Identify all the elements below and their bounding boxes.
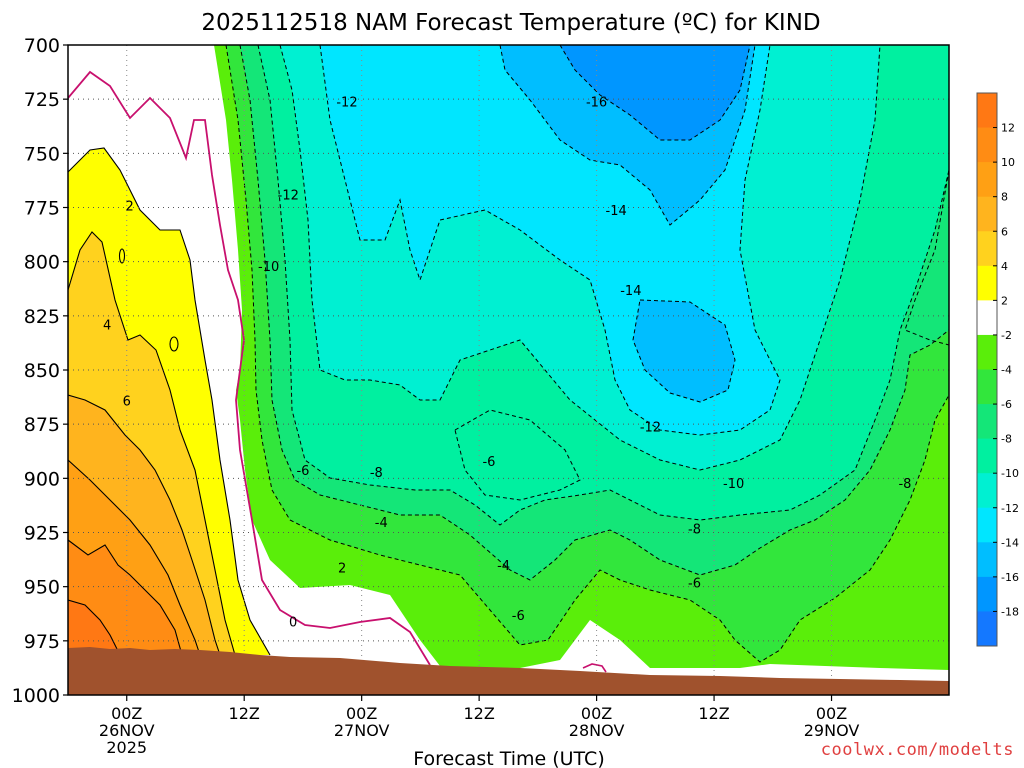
- colorbar-tick-label: -6: [1001, 398, 1012, 411]
- contour-label: -6: [482, 455, 495, 470]
- colorbar-tick-label: 12: [1001, 122, 1015, 135]
- colorbar-tick-label: -18: [1001, 605, 1019, 618]
- y-tick-label: 850: [24, 360, 60, 382]
- colorbar-tick-label: -4: [1001, 364, 1012, 377]
- x-tick-label: 28NOV: [569, 721, 625, 740]
- contour-label: 4: [103, 319, 111, 334]
- y-tick-label: 1000: [12, 685, 60, 707]
- contour-label: -8: [370, 466, 383, 481]
- band-minus16: [560, 45, 750, 140]
- x-axis-title: Forecast Time (UTC): [413, 748, 604, 768]
- colorbar-bin: [977, 231, 997, 267]
- colorbar: 12 10 8 6 4 2 -2 -4 -6 -8 -10 -12 -14 -16 -18: [976, 92, 1019, 647]
- colorbar-bin: [977, 507, 997, 543]
- x-tick-label: 00Z: [111, 704, 142, 723]
- colorbar-tick-label: -8: [1001, 433, 1012, 446]
- colorbar-bin: [977, 438, 997, 474]
- x-tick-label: 29NOV: [804, 721, 860, 740]
- contour-labels: -12 -16 -12 2 -14 -10 -14 4 6 -12 -6 -6 -8 -10 -8 -4 -8 2…: [103, 96, 911, 631]
- y-tick-label: 875: [24, 414, 60, 436]
- contour-label: 2: [338, 561, 346, 576]
- contour-label: -6: [688, 577, 701, 592]
- x-tick-label: 00Z: [816, 704, 847, 723]
- colorbar-bin: [977, 542, 997, 578]
- ground-surface: [68, 647, 949, 695]
- contour-label: 2: [126, 200, 134, 215]
- colorbar-bin: [977, 404, 997, 440]
- y-tick-label: 775: [24, 198, 60, 220]
- y-tick-label: 725: [24, 89, 60, 111]
- x-tick-label: 12Z: [698, 704, 729, 723]
- x-tick-label: 00Z: [581, 704, 612, 723]
- colorbar-tick-label: -2: [1001, 329, 1012, 342]
- contour-label: -14: [606, 204, 627, 219]
- contour-label: -4: [375, 516, 388, 531]
- plot-area: -12 -16 -12 2 -14 -10 -14 4 6 -12 -6 -6 -8 -10 -8 -4 -8 2…: [68, 45, 949, 695]
- contour-label: 0: [289, 616, 297, 631]
- contour-label: -12: [336, 96, 357, 111]
- y-tick-label: 925: [24, 523, 60, 545]
- x-tick-label: 2025: [106, 738, 147, 757]
- colorbar-bin: [977, 162, 997, 198]
- contour-label: -14: [620, 284, 641, 299]
- colorbar-bin: [977, 196, 997, 232]
- x-tick-label: 12Z: [229, 704, 260, 723]
- colorbar-tick-label: -10: [1001, 467, 1019, 480]
- x-tick-label: 26NOV: [99, 721, 155, 740]
- y-tick-label: 950: [24, 577, 60, 599]
- colorbar-tick-label: 8: [1001, 191, 1008, 204]
- colorbar-bin: [977, 265, 997, 301]
- colorbar-bin: [977, 127, 997, 163]
- contour-label: 6: [123, 395, 131, 410]
- contour-label: -8: [898, 477, 911, 492]
- y-tick-label: 700: [24, 35, 60, 57]
- contour-label: -16: [586, 96, 607, 111]
- cold-contours: [225, 45, 949, 663]
- colorbar-tick-label: -16: [1001, 571, 1019, 584]
- band-plus12: [68, 600, 120, 655]
- chart-title: 2025112518 NAM Forecast Temperature (ºC)…: [201, 10, 820, 36]
- contour-label: -6: [296, 464, 309, 479]
- colorbar-tick-label: 6: [1001, 225, 1008, 238]
- colorbar-bin: [977, 611, 997, 647]
- freezing-line: [68, 70, 431, 666]
- contour-label: -6: [512, 609, 525, 624]
- contour-label: -10: [723, 477, 744, 492]
- colorbar-bin: [977, 93, 997, 129]
- grid: [68, 45, 949, 695]
- credit-text: coolwx.com/modelts: [820, 740, 1014, 760]
- contour-label: -12: [640, 421, 661, 436]
- contour-label: -12: [278, 189, 299, 204]
- x-tick-label: 00Z: [346, 704, 377, 723]
- colorbar-tick-label: -14: [1001, 536, 1019, 549]
- colorbar-bin: [977, 334, 997, 370]
- y-tick-label: 750: [24, 143, 60, 165]
- x-tick-label: 12Z: [463, 704, 494, 723]
- colorbar-tick-label: 10: [1001, 156, 1015, 169]
- colorbar-bin: [977, 300, 997, 336]
- y-tick-label: 800: [24, 252, 60, 274]
- y-tick-label: 900: [24, 468, 60, 490]
- x-tick-label: 27NOV: [334, 721, 390, 740]
- contour-label: -8: [688, 522, 701, 537]
- y-tick-label: 825: [24, 306, 60, 328]
- colorbar-bin: [977, 576, 997, 612]
- colorbar-tick-label: 4: [1001, 260, 1008, 273]
- contour-label: -10: [258, 260, 279, 275]
- colorbar-bin: [977, 369, 997, 405]
- warm-contours: [68, 147, 271, 656]
- colorbar-bin: [977, 473, 997, 509]
- y-tick-label: 975: [24, 631, 60, 653]
- contour-label: -4: [497, 559, 510, 574]
- colorbar-tick-label: 2: [1001, 294, 1008, 307]
- band-minus14-blob: [633, 300, 735, 402]
- y-axis: 700 725 750 775 800 825 850 875 900 925 950 975 1000: [12, 35, 68, 707]
- colorbar-tick-label: -12: [1001, 502, 1019, 515]
